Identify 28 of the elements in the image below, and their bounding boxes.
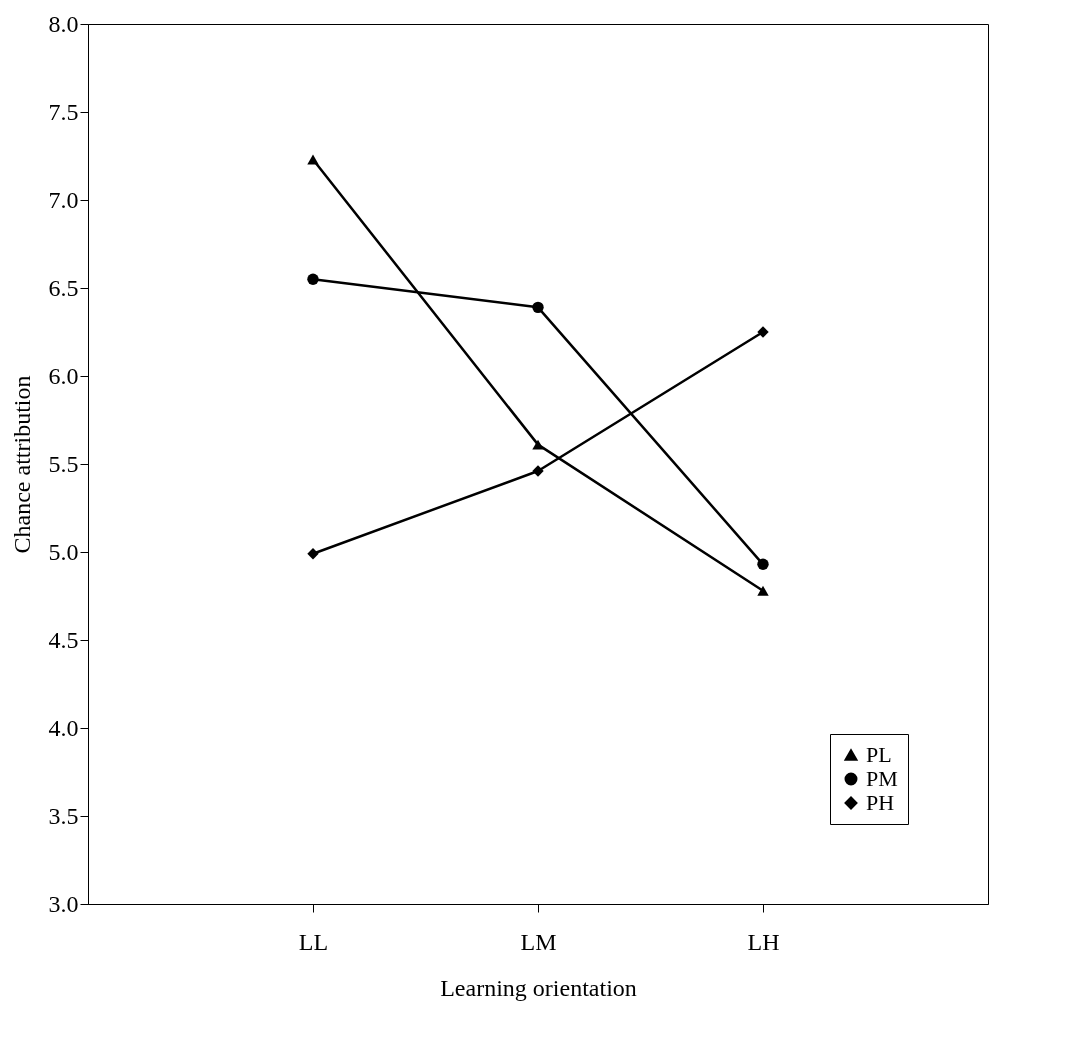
y-tick-label: 7.0	[48, 186, 79, 213]
y-tick-label: 6.0	[48, 362, 79, 389]
point	[532, 465, 544, 477]
y-tick-label: 8.0	[48, 10, 79, 37]
y-tick-label: 5.5	[48, 450, 79, 477]
point	[307, 154, 319, 165]
legend-label: PL	[866, 742, 892, 767]
y-axis-title: Chance attribution	[8, 375, 35, 554]
y-tick-label: 7.5	[48, 98, 79, 125]
legend-label: PH	[866, 790, 895, 815]
point	[307, 273, 319, 285]
legend-label: PM	[866, 766, 898, 791]
y-tick-label: 3.0	[48, 890, 79, 917]
y-tick-label: 3.5	[48, 802, 79, 829]
point	[307, 548, 319, 560]
y-tick-label: 6.5	[48, 274, 79, 301]
point	[757, 558, 769, 571]
point	[532, 439, 544, 450]
x-tick-label: LH	[747, 928, 780, 955]
x-tick-label: LL	[298, 928, 329, 955]
point	[532, 301, 544, 314]
x-tick-label: LM	[520, 928, 557, 955]
x-axis-title: Learning orientation	[440, 974, 637, 1001]
y-tick-label: 4.5	[48, 626, 79, 653]
point	[757, 585, 769, 596]
y-tick-label: 4.0	[48, 714, 79, 741]
point	[757, 326, 769, 338]
y-tick-label: 5.0	[48, 538, 79, 565]
